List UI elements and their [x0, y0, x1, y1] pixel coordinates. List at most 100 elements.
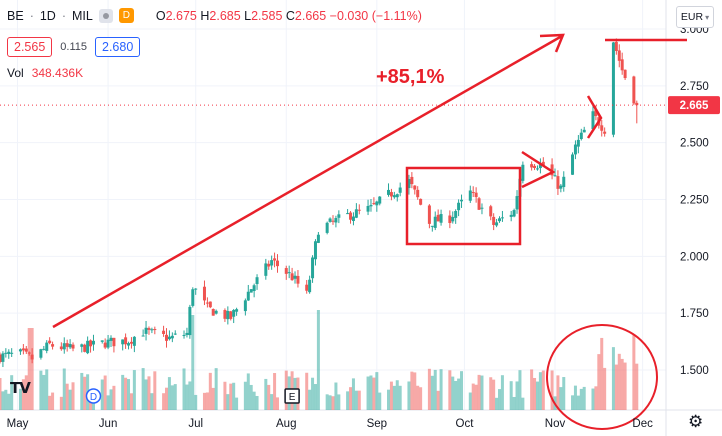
- candle-body: [427, 205, 431, 224]
- data-badge[interactable]: D: [118, 8, 134, 23]
- volume-bar: [474, 384, 478, 410]
- candle-body: [83, 344, 87, 352]
- volume-bar: [308, 389, 312, 410]
- volume-bar: [328, 395, 332, 410]
- volume-bar: [620, 358, 624, 410]
- candle-body: [214, 310, 218, 314]
- candle-body: [351, 216, 355, 221]
- volume-bar: [372, 377, 376, 410]
- candle-body: [495, 222, 499, 226]
- gear-icon[interactable]: ⚙: [688, 412, 704, 431]
- candle-body: [129, 341, 133, 344]
- volume-bar: [18, 388, 22, 410]
- candle-body: [436, 214, 440, 222]
- candle-body: [153, 329, 157, 331]
- volume-bar: [571, 395, 575, 410]
- volume-bar: [167, 377, 171, 410]
- interval-label[interactable]: 1D: [39, 8, 56, 23]
- candle-body: [284, 268, 288, 274]
- candle-body: [185, 332, 189, 335]
- candle-body: [165, 334, 168, 341]
- candle-body: [211, 308, 215, 316]
- volume-bar: [591, 388, 595, 410]
- volume-bar: [10, 375, 14, 410]
- candle-body: [150, 329, 154, 331]
- volume-bar: [132, 370, 136, 410]
- currency-selector[interactable]: EUR ▾: [676, 6, 714, 28]
- volume-bar: [147, 376, 151, 410]
- volume-bar: [121, 374, 125, 410]
- candle-body: [267, 263, 271, 267]
- candle-body: [550, 164, 554, 176]
- volume-bar: [500, 375, 504, 410]
- y-tick-label: 1.750: [680, 308, 709, 320]
- candle-body: [594, 109, 598, 117]
- volume-bar: [255, 395, 259, 410]
- candle-body: [86, 340, 90, 354]
- volume-bar: [378, 392, 382, 410]
- candle-body: [18, 349, 22, 352]
- volume-bar: [614, 364, 618, 410]
- candle-body: [579, 132, 583, 140]
- candle-body: [100, 340, 104, 342]
- candle-body: [515, 196, 519, 210]
- volume-bar: [427, 368, 431, 410]
- volume-bar: [276, 397, 279, 410]
- candle-body: [0, 354, 2, 363]
- volume-bar: [316, 310, 320, 410]
- y-tick-label: 1.500: [680, 365, 709, 377]
- candle-body: [387, 189, 390, 195]
- candle-body: [112, 337, 116, 347]
- volume-bar: [430, 375, 434, 410]
- volume-bar: [617, 353, 621, 410]
- volume-bar: [100, 379, 104, 410]
- candle-body: [264, 263, 268, 276]
- candle-body: [498, 218, 501, 222]
- volume-bar: [538, 372, 542, 410]
- symbol-name[interactable]: BE: [7, 8, 24, 23]
- volume-bar: [106, 395, 110, 410]
- candle-body: [45, 342, 49, 351]
- volume-bar: [267, 384, 271, 410]
- candle-body: [512, 210, 516, 217]
- volume-bar: [337, 394, 341, 410]
- volume-bar: [185, 384, 189, 410]
- volume-bar: [173, 384, 177, 410]
- candle-body: [121, 339, 125, 345]
- volume-bar: [30, 328, 34, 410]
- volume-bar: [603, 367, 607, 410]
- volume-bar: [407, 381, 411, 410]
- time-axis: May Jun Jul Aug Sep Oct Nov Dec: [7, 418, 653, 430]
- volume-bar: [243, 381, 247, 410]
- volume-legend: Vol 348.436K: [7, 66, 83, 80]
- candle-body: [21, 348, 25, 351]
- trend-arrow-line: [52, 34, 563, 329]
- candle-body: [378, 196, 382, 204]
- volume-bar: [205, 392, 209, 410]
- candle-body: [182, 334, 186, 336]
- volume-bar: [562, 377, 566, 410]
- volume-bar: [325, 394, 329, 410]
- volume-bar: [39, 370, 43, 410]
- volume-bar: [579, 388, 583, 410]
- candle-body: [10, 352, 14, 354]
- volume-bar: [1, 391, 5, 410]
- volume-bar: [556, 375, 560, 410]
- candle-body: [30, 354, 34, 360]
- volume-bar: [451, 376, 455, 410]
- eye-icon[interactable]: [98, 8, 113, 23]
- volume-bar: [229, 383, 233, 410]
- ask-button[interactable]: 2.680: [95, 37, 141, 57]
- candle-body: [305, 284, 309, 291]
- volume-bar: [387, 389, 390, 410]
- volume-bar: [351, 378, 355, 410]
- candle-body: [194, 288, 198, 290]
- bid-button[interactable]: 2.565: [7, 37, 53, 57]
- volume-bar: [71, 382, 75, 410]
- volume-bar: [495, 397, 499, 410]
- candle-body: [357, 209, 361, 211]
